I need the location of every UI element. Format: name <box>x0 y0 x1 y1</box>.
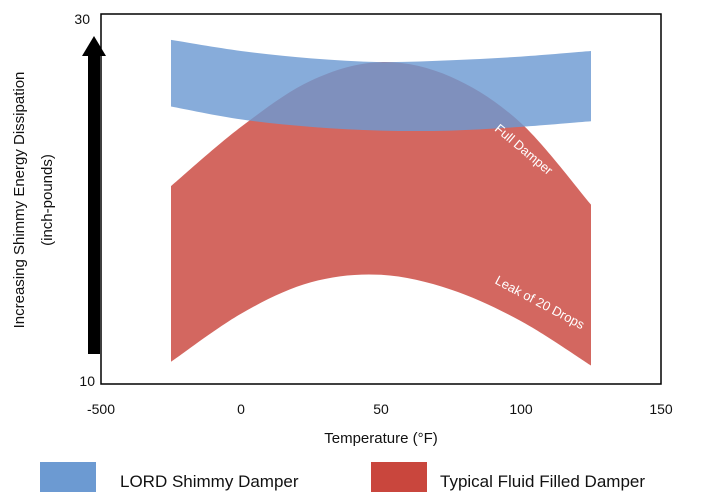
x-tick-label: 50 <box>373 401 389 417</box>
series-band-lord-shimmy-damper <box>171 39 591 132</box>
y-arrow-head <box>82 36 106 56</box>
legend: LORD Shimmy Damper Typical Fluid Filled … <box>40 462 645 492</box>
x-axis-title: Temperature (°F) <box>324 430 438 447</box>
y-arrow <box>82 36 106 354</box>
y-axis-unit: (inch-pounds) <box>39 154 56 246</box>
y-tick-bottom: 10 <box>79 373 95 389</box>
x-tick-label: -500 <box>87 401 115 417</box>
legend-label-fluid: Typical Fluid Filled Damper <box>440 472 645 491</box>
x-tick-label: 0 <box>237 401 245 417</box>
y-axis-title: Increasing Shimmy Energy Dissipation <box>11 72 28 329</box>
y-arrow-shaft <box>88 56 100 354</box>
x-tick-label: 150 <box>649 401 673 417</box>
legend-swatch-lord <box>40 462 96 492</box>
legend-swatch-fluid <box>371 462 427 492</box>
legend-label-lord: LORD Shimmy Damper <box>120 472 299 491</box>
series-band-typical-fluid-filled-damper <box>171 62 591 366</box>
y-tick-top: 30 <box>74 11 90 27</box>
x-tick-label: 100 <box>509 401 533 417</box>
